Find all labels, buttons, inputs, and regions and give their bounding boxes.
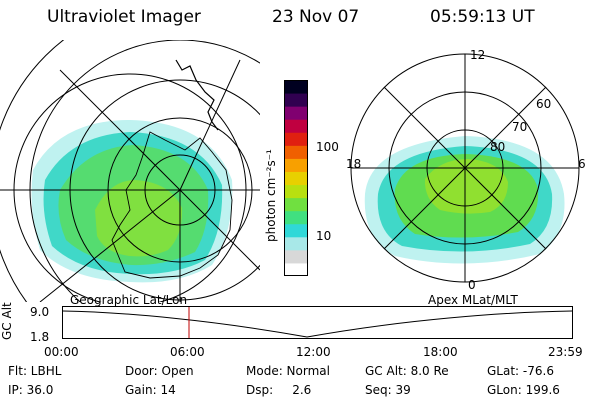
altitude-ytick-low: 1.8 (30, 330, 50, 344)
footer-ip: IP: 36.0 (8, 383, 54, 397)
footer-dsp: Dsp: 2.6 (246, 383, 312, 397)
altitude-curve (62, 310, 573, 338)
instrument-title: Ultraviolet Imager (47, 7, 201, 27)
footer-glon: GLon: 199.6 (487, 383, 560, 397)
colorbar-band (284, 158, 308, 172)
footer-glat: GLat: -76.6 (487, 364, 554, 378)
mlt-label-18: 18 (346, 157, 362, 171)
altitude-xtick-4: 23:59 (548, 345, 583, 359)
apex-panel-label: Apex MLat/MLT (428, 293, 518, 307)
altitude-xtick-3: 18:00 (423, 345, 458, 359)
altitude-ylabel: GC Alt (0, 302, 14, 340)
colorbar-band (284, 249, 308, 264)
footer-gc-alt: GC Alt: 8.0 Re (365, 364, 449, 378)
colorbar-band (284, 93, 308, 107)
altitude-ytick-high: 9.0 (30, 305, 50, 319)
colorbar-band (284, 132, 308, 146)
footer-seq: Seq: 39 (365, 383, 411, 397)
colorbar-band (284, 145, 308, 159)
earth-limb-left (13, 73, 247, 302)
colorbar-band (284, 236, 308, 251)
colorbar-band (284, 197, 308, 212)
auroral-emission-left (31, 120, 233, 283)
mlat-mlt-polar-panel (350, 53, 580, 283)
colorbar-unit-label: photon cm⁻²s⁻¹ (264, 149, 278, 242)
colorbar-band (284, 80, 308, 94)
altitude-xtick-0: 00:00 (44, 345, 79, 359)
mlat-label-70: 70 (512, 120, 528, 134)
geographic-map-panel (0, 40, 260, 302)
time-label: 05:59:13 UT (430, 7, 535, 27)
colorbar-band (284, 119, 308, 133)
colorbar-band (284, 184, 308, 199)
longitude-lines (0, 59, 260, 302)
colorbar-tick-10: 10 (316, 229, 332, 243)
mlt-lines (351, 54, 579, 282)
colorbar-tick-100: 100 (316, 140, 339, 154)
footer-flt: Flt: LBHL (8, 364, 62, 378)
mlat-label-60: 60 (536, 97, 552, 111)
colorbar-band (284, 223, 308, 238)
altitude-xtick-2: 12:00 (296, 345, 331, 359)
coastline-upper (175, 59, 219, 131)
altitude-xtick-1: 06:00 (170, 345, 205, 359)
date-label: 23 Nov 07 (272, 7, 360, 27)
mlat-label-80: 80 (490, 140, 506, 154)
colorbar (284, 80, 308, 276)
geographic-panel-label: Geographic Lat/Lon (70, 293, 188, 307)
mlt-label-12: 12 (470, 48, 486, 62)
mlt-label-6: 6 (578, 157, 586, 171)
altitude-plot (62, 306, 573, 339)
colorbar-band (284, 210, 308, 225)
colorbar-band (284, 106, 308, 120)
footer-gain: Gain: 14 (125, 383, 176, 397)
footer-door: Door: Open (125, 364, 194, 378)
colorbar-band (284, 262, 308, 276)
footer-mode: Mode: Normal (246, 364, 330, 378)
colorbar-band (284, 171, 308, 186)
mlt-label-0: 0 (468, 278, 476, 292)
